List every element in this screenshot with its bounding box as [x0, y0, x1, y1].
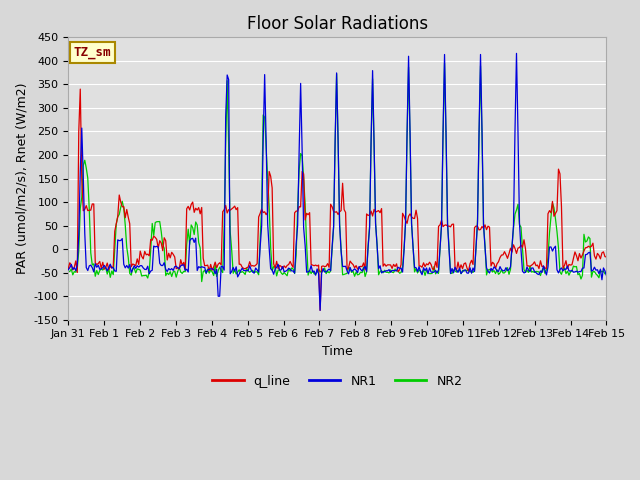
Line: NR1: NR1 [68, 53, 607, 311]
q_line [575, 251, 583, 256]
NR1 [575, 269, 583, 275]
q_line [227, 207, 234, 213]
NR2 [575, 271, 583, 276]
NR2 [65, 269, 72, 275]
Text: TZ_sm: TZ_sm [74, 46, 111, 59]
NR2 [131, 265, 138, 271]
q_line [253, 261, 261, 266]
NR2 [253, 269, 261, 275]
NR1 [225, 77, 232, 83]
q_line [603, 254, 611, 260]
NR1 [513, 50, 520, 56]
q_line [132, 263, 140, 268]
NR2 [441, 60, 449, 66]
NR1 [316, 308, 324, 313]
q_line [65, 266, 72, 272]
Line: q_line: q_line [68, 89, 607, 311]
NR1 [65, 267, 72, 273]
q_line [316, 308, 324, 313]
q_line [244, 264, 252, 270]
q_line [76, 86, 84, 92]
Y-axis label: PAR (umol/m2/s), Rnet (W/m2): PAR (umol/m2/s), Rnet (W/m2) [15, 83, 28, 274]
NR1 [300, 225, 307, 230]
Line: NR2: NR2 [68, 63, 607, 282]
NR2 [198, 279, 205, 285]
NR1 [252, 265, 259, 271]
NR2 [244, 268, 252, 274]
NR1 [243, 268, 250, 274]
q_line [301, 217, 309, 223]
Title: Floor Solar Radiations: Floor Solar Radiations [247, 15, 428, 33]
X-axis label: Time: Time [322, 345, 353, 358]
NR1 [603, 273, 611, 278]
NR2 [227, 228, 234, 234]
Legend: q_line, NR1, NR2: q_line, NR1, NR2 [207, 370, 467, 393]
NR1 [131, 263, 138, 268]
NR2 [603, 271, 611, 276]
NR2 [301, 202, 309, 207]
